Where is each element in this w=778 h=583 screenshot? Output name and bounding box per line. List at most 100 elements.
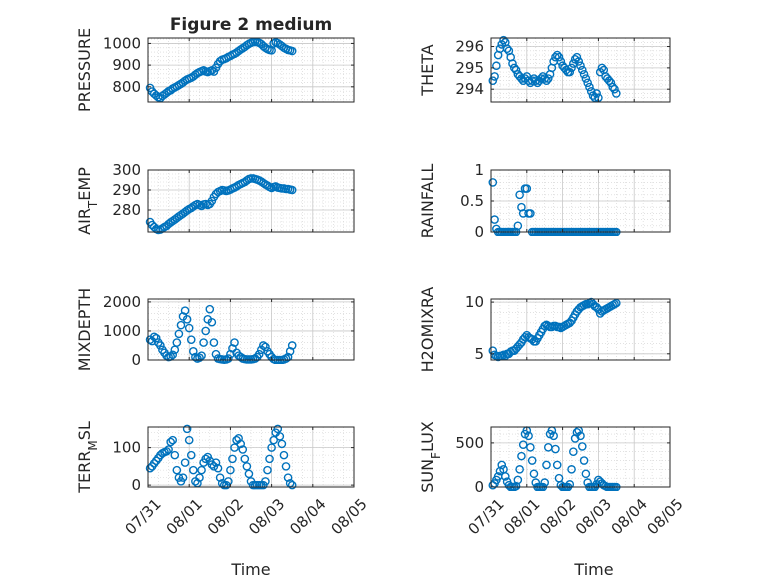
- data-point: [215, 473, 225, 482]
- x-axis-label-left: Time: [230, 560, 270, 579]
- data-point: [592, 302, 601, 312]
- data-point: [524, 431, 533, 441]
- axes-box: [147, 426, 355, 488]
- data-point: [261, 342, 270, 352]
- data-point: [502, 44, 512, 53]
- axes-box: [490, 37, 671, 103]
- subplot-rainfall: 0 0.5 1 RAINFALL: [418, 161, 671, 241]
- y-tick-label: 300: [112, 161, 141, 179]
- data-point: [552, 460, 562, 470]
- data-point: [281, 462, 291, 471]
- data-point: [612, 89, 621, 98]
- data-point: [556, 57, 566, 66]
- data-point: [156, 341, 165, 350]
- data-point: [205, 304, 215, 314]
- data-point: [576, 431, 585, 441]
- data-point: [610, 84, 619, 94]
- y-tick-label: 500: [455, 434, 484, 452]
- y-tick-label: 10: [465, 293, 484, 311]
- y-tick-label: 5: [474, 345, 484, 363]
- data-point: [287, 185, 297, 195]
- data-point: [168, 350, 178, 360]
- data-point: [189, 465, 198, 475]
- data-point: [529, 469, 539, 479]
- data-point: [176, 320, 186, 330]
- y-axis-label: RAINFALL: [418, 164, 437, 239]
- data-point: [508, 59, 517, 68]
- data-point: [515, 465, 524, 474]
- y-tick-label: 2000: [103, 293, 141, 311]
- data-point: [265, 454, 274, 464]
- y-axis-label: SUNFLUX: [418, 421, 443, 493]
- data-point: [552, 50, 562, 60]
- data-point: [168, 435, 178, 445]
- data-point: [569, 447, 578, 457]
- data-point: [261, 477, 270, 486]
- data-point: [497, 460, 507, 470]
- data-point: [211, 349, 221, 359]
- data-point: [186, 335, 196, 344]
- data-point: [581, 469, 591, 479]
- data-point: [604, 76, 614, 85]
- data-point: [567, 465, 576, 474]
- data-point: [531, 76, 541, 85]
- data-point: [240, 454, 250, 464]
- data-point: [581, 74, 591, 83]
- data-point: [254, 349, 264, 359]
- data-point: [517, 451, 526, 461]
- data-point: [576, 61, 585, 71]
- y-axis-label: PRESSURE: [75, 28, 94, 112]
- y-tick-label: 0: [474, 478, 484, 496]
- data-point: [186, 450, 196, 460]
- data-point: [207, 317, 217, 327]
- data-point: [522, 184, 532, 193]
- subplot-theta: 294 295 296 THETA: [418, 35, 671, 103]
- data-point: [236, 439, 245, 449]
- data-point: [189, 346, 198, 356]
- axes-box: [147, 169, 355, 233]
- data-point: [269, 435, 278, 445]
- subplot-pressure: 800 900 1000 PRESSURE: [75, 28, 355, 112]
- y-tick-label: 0: [474, 223, 484, 241]
- data-point: [209, 338, 219, 347]
- data-point: [197, 351, 206, 360]
- data-point: [151, 333, 161, 343]
- y-tick-label: 0: [131, 476, 141, 494]
- data-point: [577, 65, 587, 75]
- data-point: [513, 221, 523, 231]
- data-point: [543, 74, 553, 83]
- data-point: [149, 332, 159, 342]
- data-point: [565, 67, 575, 77]
- y-tick-label: 0.5: [460, 192, 484, 210]
- data-point: [565, 480, 575, 489]
- data-point: [170, 450, 180, 460]
- axes-box: [147, 298, 355, 361]
- data-point: [488, 178, 498, 187]
- data-point: [572, 52, 582, 62]
- data-point: [509, 63, 519, 73]
- data-point: [228, 454, 237, 464]
- data-point: [567, 63, 576, 73]
- data-point: [213, 463, 223, 473]
- data-point: [518, 440, 528, 449]
- data-point: [281, 354, 291, 363]
- data-point: [583, 78, 592, 88]
- axes-box: [147, 37, 355, 103]
- data-point: [612, 298, 621, 308]
- data-point: [211, 458, 221, 467]
- data-point: [586, 87, 596, 96]
- data-point: [585, 82, 594, 92]
- data-point: [230, 338, 239, 347]
- y-tick-label: 800: [112, 78, 141, 96]
- y-tick-label: 280: [112, 201, 141, 219]
- data-point: [226, 465, 235, 475]
- data-point: [526, 442, 535, 452]
- data-point: [197, 201, 206, 211]
- data-point: [230, 443, 239, 452]
- y-tick-label: 100: [112, 439, 141, 457]
- data-point: [273, 424, 283, 434]
- data-point: [191, 352, 200, 362]
- data-point: [283, 352, 293, 362]
- y-tick-label: 1000: [103, 322, 141, 340]
- data-point: [180, 306, 190, 315]
